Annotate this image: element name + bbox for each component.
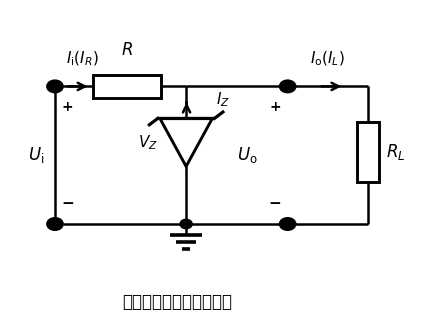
Circle shape — [47, 81, 63, 92]
Circle shape — [47, 218, 63, 230]
Text: +: + — [62, 100, 74, 114]
Text: 稳压二极管基本稳压电路: 稳压二极管基本稳压电路 — [123, 293, 233, 311]
Text: $R$: $R$ — [121, 41, 133, 59]
Text: +: + — [269, 100, 281, 114]
Circle shape — [280, 81, 295, 92]
Circle shape — [280, 218, 295, 230]
Text: $I_{\mathrm{o}}(I_L)$: $I_{\mathrm{o}}(I_L)$ — [310, 50, 345, 68]
Text: $I_Z$: $I_Z$ — [216, 90, 230, 108]
Bar — [93, 75, 161, 98]
Text: $V_Z$: $V_Z$ — [138, 133, 158, 152]
Text: −: − — [61, 196, 74, 211]
Bar — [357, 122, 379, 182]
Text: $U_{\mathrm{o}}$: $U_{\mathrm{o}}$ — [237, 145, 258, 165]
Text: −: − — [269, 196, 281, 211]
Text: $U_{\mathrm{i}}$: $U_{\mathrm{i}}$ — [28, 145, 44, 165]
Circle shape — [181, 220, 192, 228]
Text: $I_{\mathrm{i}}(I_R)$: $I_{\mathrm{i}}(I_R)$ — [66, 50, 99, 68]
Text: $R_L$: $R_L$ — [386, 142, 405, 162]
